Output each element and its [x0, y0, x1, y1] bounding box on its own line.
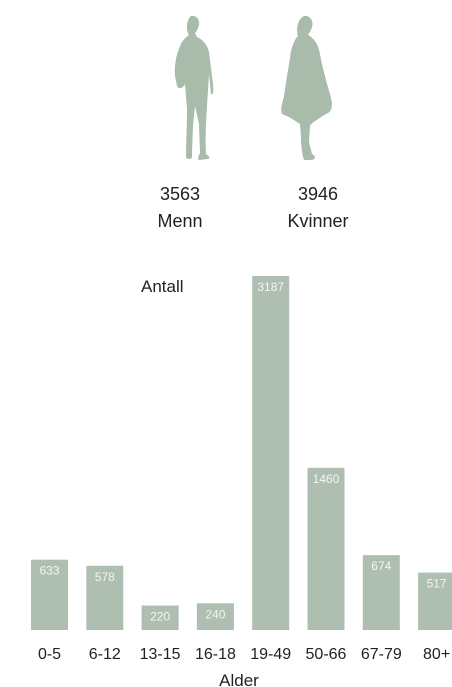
women-count: 3946 [297, 184, 339, 204]
bar-67-79 [362, 555, 400, 630]
bar-value-label: 240 [205, 607, 225, 621]
bar-value-label: 1460 [313, 472, 340, 486]
y-axis-label: Antall [141, 277, 184, 296]
bar-19-49 [252, 276, 290, 630]
x-tick-label: 16-18 [195, 646, 236, 663]
x-tick-label: 19-49 [250, 646, 291, 663]
bar-80+ [418, 572, 452, 630]
x-tick-label: 0-5 [38, 646, 61, 663]
x-tick-label: 13-15 [140, 646, 181, 663]
men-count: 3563 [159, 184, 201, 204]
x-tick-label: 67-79 [361, 646, 402, 663]
bar-13-15 [141, 605, 179, 630]
x-axis-label: Alder [219, 671, 259, 687]
bar-value-label: 3187 [257, 280, 284, 294]
x-tick-label: 6-12 [89, 646, 121, 663]
women-label: Kvinner [287, 211, 349, 231]
woman-silhouette-icon [276, 14, 336, 164]
x-tick-label: 80+ [423, 646, 450, 663]
bar-value-label: 220 [150, 610, 170, 624]
bar-6-12 [86, 565, 124, 630]
bar-value-label: 517 [427, 577, 447, 591]
bar-50-66 [307, 467, 345, 630]
bar-0-5 [31, 559, 68, 630]
x-tick-label: 50-66 [306, 646, 347, 663]
bar-value-label: 633 [39, 564, 59, 578]
man-silhouette-icon [165, 14, 225, 164]
men-label: Menn [157, 211, 203, 231]
bar-value-label: 674 [371, 559, 391, 573]
bar-16-18 [196, 603, 234, 630]
bar-value-label: 578 [95, 570, 115, 584]
